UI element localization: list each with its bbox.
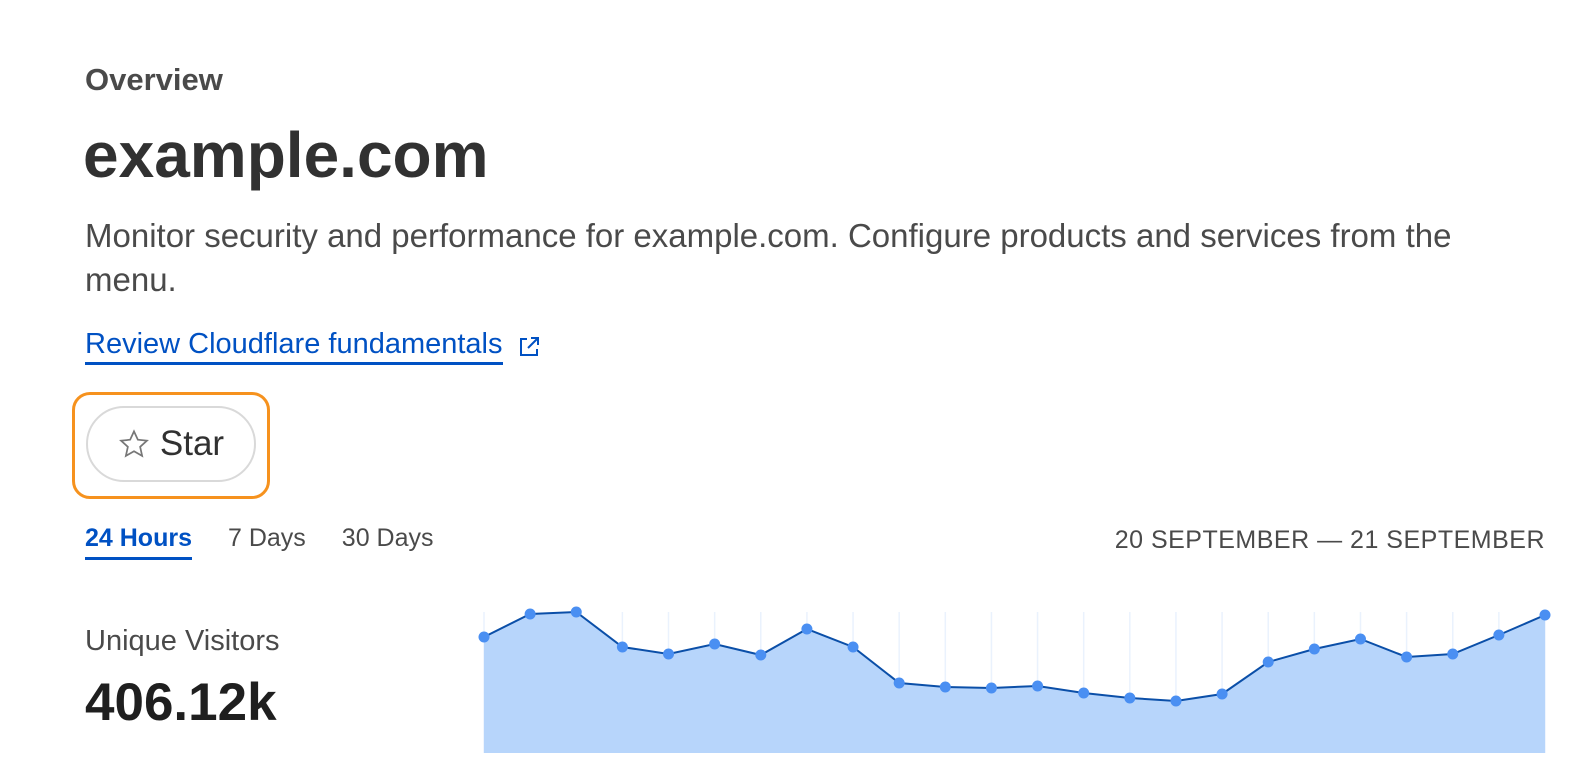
star-icon <box>118 429 149 458</box>
star-button[interactable]: Star <box>86 406 256 482</box>
point <box>663 648 675 660</box>
tab[interactable]: 7 Days <box>227 524 306 552</box>
external-icon <box>519 336 539 356</box>
point <box>709 638 721 650</box>
metric-value: 406.12k <box>85 673 277 732</box>
metric-label: Unique Visitors <box>85 625 280 657</box>
point <box>1262 656 1274 668</box>
point <box>616 641 628 653</box>
point <box>1308 643 1320 655</box>
point <box>1354 633 1366 645</box>
link-text[interactable]: Review Cloudflare fundamentals <box>85 328 503 365</box>
point <box>1170 695 1182 707</box>
point <box>524 608 536 620</box>
eyebrow: Overview <box>85 62 223 97</box>
point <box>893 677 905 689</box>
point <box>1216 688 1228 700</box>
tab[interactable]: 24 Hours <box>85 524 192 560</box>
point <box>1078 687 1090 699</box>
point <box>1493 629 1505 641</box>
point <box>847 641 859 653</box>
star-label[interactable]: Star <box>159 424 225 463</box>
description: Monitor security and performance for exa… <box>85 217 1452 298</box>
point <box>1124 692 1136 704</box>
point <box>985 682 997 694</box>
point <box>1032 680 1044 692</box>
area-fill <box>484 612 1545 753</box>
point <box>570 606 582 618</box>
date-range: 20 SEPTEMBER — 21 SEPTEMBER <box>1114 526 1545 554</box>
focus-ring <box>72 392 270 499</box>
point <box>755 649 767 661</box>
point <box>1401 651 1413 663</box>
tab[interactable]: 30 Days <box>341 524 434 552</box>
line <box>483 610 1546 703</box>
page-title: example.com <box>83 119 489 191</box>
point <box>1539 609 1551 621</box>
point <box>801 623 813 635</box>
point <box>1447 648 1459 660</box>
link[interactable]: Review Cloudflare fundamentals <box>85 328 541 365</box>
point <box>478 631 490 643</box>
tabs: 24 Hours 7 Days 30 Days <box>85 524 434 560</box>
point <box>939 681 951 693</box>
